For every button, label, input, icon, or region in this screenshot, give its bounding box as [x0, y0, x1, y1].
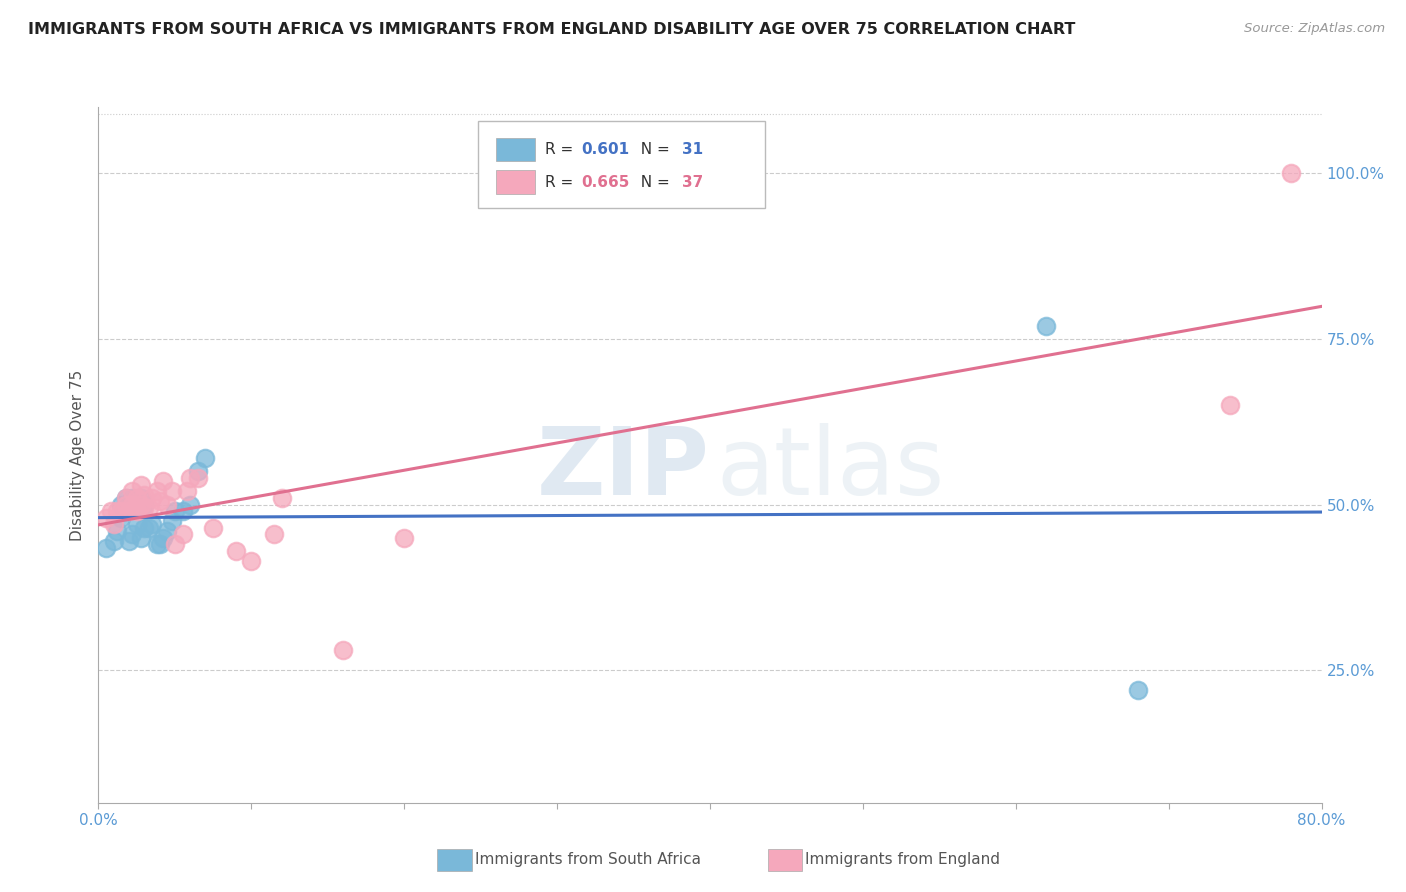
Point — [110, 504, 132, 518]
Point — [160, 484, 183, 499]
Text: 31: 31 — [682, 142, 703, 157]
Point — [187, 465, 209, 479]
Point — [1219, 398, 1241, 412]
Point — [134, 488, 156, 502]
Point — [145, 537, 167, 551]
Point — [121, 484, 143, 499]
Text: N =: N = — [630, 175, 673, 190]
Point — [172, 504, 194, 518]
Point — [172, 527, 194, 541]
Point — [115, 504, 138, 518]
Point — [141, 491, 163, 505]
Point — [156, 524, 179, 538]
Point — [103, 534, 125, 549]
Point — [118, 498, 141, 512]
Point — [115, 498, 138, 512]
Text: R =: R = — [546, 142, 578, 157]
FancyBboxPatch shape — [496, 137, 536, 161]
Text: ZIP: ZIP — [537, 423, 710, 515]
FancyBboxPatch shape — [768, 848, 801, 871]
Text: Immigrants from England: Immigrants from England — [806, 853, 1001, 867]
Text: IMMIGRANTS FROM SOUTH AFRICA VS IMMIGRANTS FROM ENGLAND DISABILITY AGE OVER 75 C: IMMIGRANTS FROM SOUTH AFRICA VS IMMIGRAN… — [28, 22, 1076, 37]
Text: 0.665: 0.665 — [582, 175, 630, 190]
Point — [149, 537, 172, 551]
Point — [176, 484, 198, 499]
Point — [392, 531, 416, 545]
Text: Immigrants from South Africa: Immigrants from South Africa — [475, 853, 702, 867]
FancyBboxPatch shape — [437, 848, 471, 871]
Point — [94, 511, 117, 525]
Point — [145, 484, 167, 499]
Point — [1035, 318, 1057, 333]
Point — [129, 498, 152, 512]
Point — [100, 504, 122, 518]
Point — [332, 643, 354, 657]
Point — [225, 544, 247, 558]
Text: Source: ZipAtlas.com: Source: ZipAtlas.com — [1244, 22, 1385, 36]
Point — [194, 451, 217, 466]
Point — [121, 498, 143, 512]
Point — [121, 527, 143, 541]
Text: 37: 37 — [682, 175, 703, 190]
Point — [134, 498, 156, 512]
Text: R =: R = — [546, 175, 578, 190]
Point — [129, 491, 152, 505]
Point — [179, 498, 201, 512]
Point — [129, 477, 152, 491]
Point — [125, 504, 148, 518]
Point — [115, 491, 138, 505]
Point — [163, 537, 186, 551]
Point — [125, 498, 148, 512]
Point — [121, 491, 143, 505]
Point — [152, 475, 174, 489]
Point — [149, 494, 172, 508]
Point — [115, 491, 138, 505]
Point — [202, 521, 225, 535]
Text: atlas: atlas — [716, 423, 945, 515]
Text: N =: N = — [630, 142, 673, 157]
Point — [152, 531, 174, 545]
Point — [240, 554, 263, 568]
Point — [1128, 683, 1150, 698]
Point — [163, 504, 186, 518]
Point — [110, 498, 132, 512]
FancyBboxPatch shape — [496, 170, 536, 194]
Point — [134, 521, 156, 535]
Point — [134, 500, 156, 515]
Point — [138, 521, 160, 535]
Point — [125, 517, 148, 532]
Point — [105, 524, 128, 538]
Point — [138, 500, 160, 515]
Point — [141, 517, 163, 532]
Point — [160, 514, 183, 528]
Point — [156, 498, 179, 512]
Point — [94, 541, 117, 555]
Point — [263, 527, 285, 541]
Point — [1279, 166, 1302, 180]
Point — [187, 471, 209, 485]
Point — [270, 491, 292, 505]
Text: 0.601: 0.601 — [582, 142, 630, 157]
Point — [103, 517, 125, 532]
Point — [125, 491, 148, 505]
FancyBboxPatch shape — [478, 121, 765, 208]
Y-axis label: Disability Age Over 75: Disability Age Over 75 — [70, 369, 86, 541]
Point — [179, 471, 201, 485]
Point — [118, 534, 141, 549]
Point — [110, 511, 132, 525]
Point — [118, 504, 141, 518]
Point — [105, 504, 128, 518]
Point — [129, 531, 152, 545]
